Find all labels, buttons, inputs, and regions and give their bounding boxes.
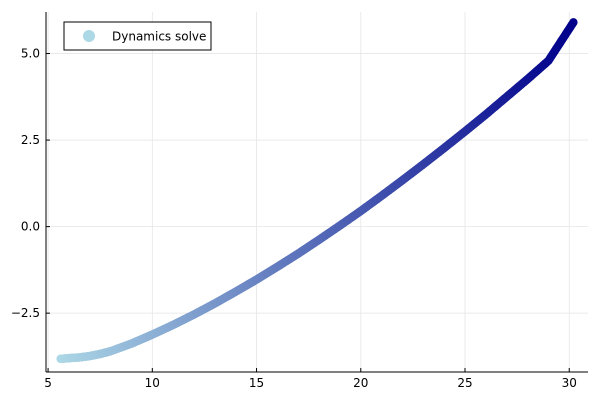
y-tick-label: 2.5 — [21, 133, 40, 147]
x-tick-label: 30 — [562, 376, 577, 390]
legend-marker-dynamics-solve — [83, 30, 95, 42]
legend: Dynamics solve — [63, 21, 212, 51]
data-layer — [56, 18, 578, 364]
y-tick-label: −2.5 — [11, 306, 40, 320]
grid-layer — [46, 12, 588, 372]
y-tick-label: 0.0 — [21, 220, 40, 234]
x-tick-label: 10 — [145, 376, 160, 390]
data-point — [569, 18, 578, 27]
x-tick-label: 20 — [353, 376, 368, 390]
x-tick-label: 25 — [457, 376, 472, 390]
x-tick-label: 15 — [249, 376, 264, 390]
y-tick-label: 5.0 — [21, 47, 40, 61]
legend-label-dynamics-solve: Dynamics solve — [112, 30, 206, 44]
x-tick-label: 5 — [44, 376, 52, 390]
axes-layer: 5 10 15 20 25 30 −2.5 0.0 2.5 5.0 — [11, 12, 588, 390]
